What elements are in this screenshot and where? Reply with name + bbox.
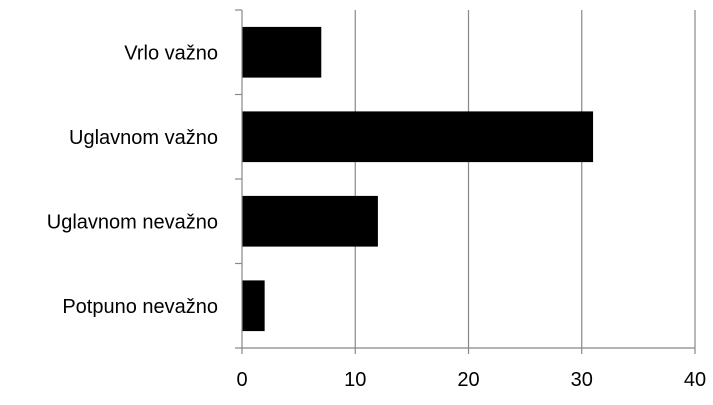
category-label-3: Potpuno nevažno [62, 296, 218, 318]
axes [235, 9, 696, 354]
x-tick-label-3: 30 [571, 369, 593, 391]
x-tick-label-1: 10 [344, 369, 366, 391]
category-label-1: Uglavnom važno [69, 127, 218, 149]
labels: 0 10 20 30 40 Vrlo važno Uglavnom važno Uglavno… [47, 42, 706, 391]
category-label-0: Vrlo važno [124, 42, 218, 64]
gridlines [354, 10, 696, 348]
bar-3 [242, 280, 265, 332]
x-tick-label-0: 0 [236, 369, 247, 391]
bar-1 [242, 111, 594, 163]
category-label-2: Uglavnom nevažno [47, 211, 218, 233]
bars [242, 26, 594, 332]
x-tick-label-2: 20 [457, 369, 479, 391]
bar-0 [242, 26, 322, 78]
x-tick-label-4: 40 [684, 369, 706, 391]
bar-2 [242, 195, 378, 247]
